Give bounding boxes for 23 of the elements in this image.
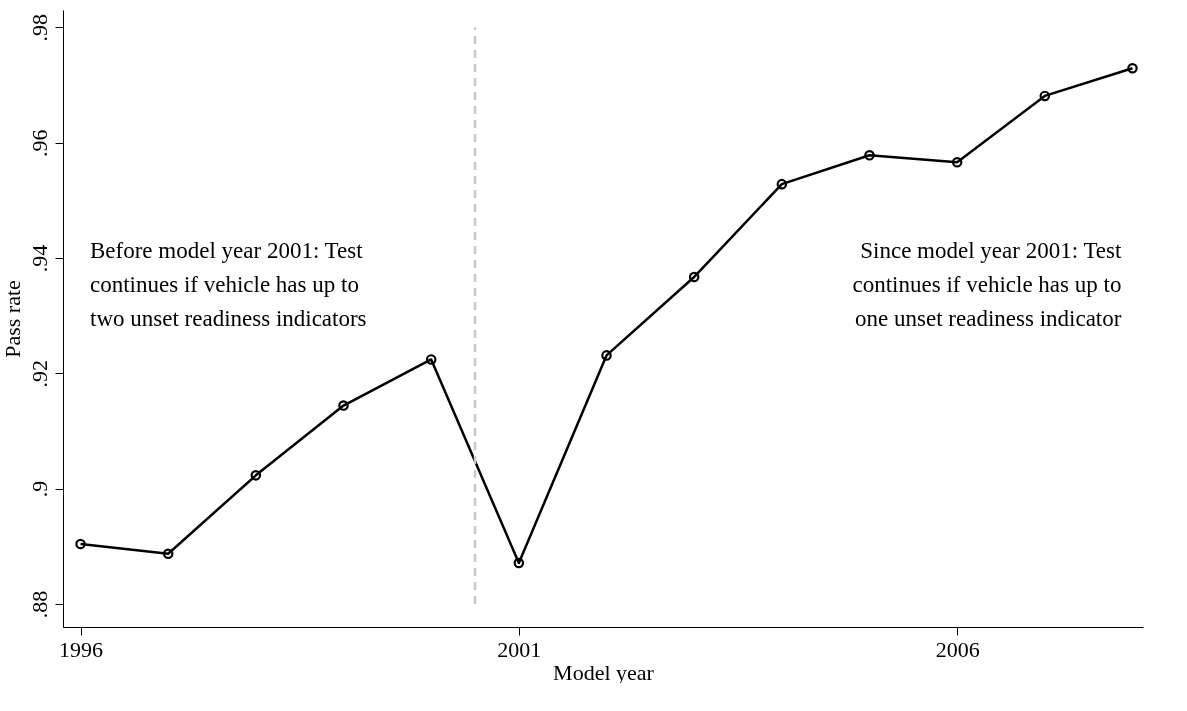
point	[250, 470, 262, 481]
y-tick-label: .88	[26, 590, 52, 619]
x-tick-label: 2006	[935, 636, 980, 662]
point	[425, 354, 437, 365]
x-tick-label: 1996	[59, 636, 104, 662]
point	[1039, 90, 1051, 102]
y-tick-label: .92	[26, 360, 52, 388]
y-tick-label: .94	[26, 244, 52, 273]
point	[601, 350, 612, 361]
annotation: Since model year 2001: Test continues if vehicle has up to one unset readiness indicator	[852, 237, 1122, 331]
point	[162, 548, 174, 560]
y-tick-label: .96	[26, 129, 52, 157]
point	[951, 156, 963, 168]
annotation: Before model year 2001: Test continues if vehicle has up to two unset readiness indicators	[90, 237, 367, 331]
point	[688, 271, 700, 283]
point	[864, 150, 875, 161]
y-axis-title: Pass rate	[0, 280, 25, 358]
y-tick-label: .98	[26, 14, 52, 42]
y-tick-label: .9	[26, 480, 52, 498]
x-tick-label: 2001	[497, 636, 542, 662]
point	[776, 178, 788, 190]
point	[338, 400, 349, 411]
point	[513, 557, 525, 569]
